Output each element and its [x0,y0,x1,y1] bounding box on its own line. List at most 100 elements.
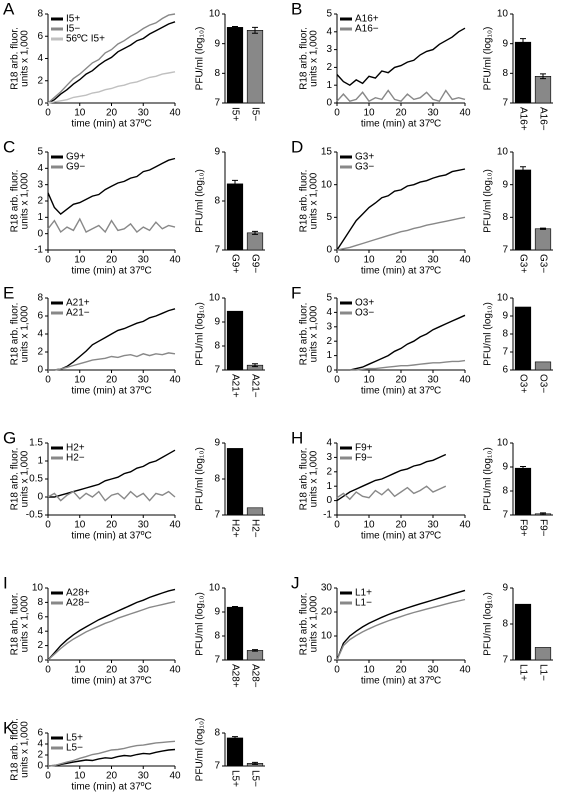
y-tick-label: 2 [37,347,43,358]
legend-label: O3− [355,308,374,319]
y-tick-label: 3 [326,452,332,463]
x-tick-label: 0 [334,665,340,676]
y-tick-label: 10 [209,293,221,304]
y-tick-label: 9 [214,438,220,449]
y-tick-label: 0 [37,492,43,503]
y-tick-label: 8 [37,9,43,20]
y-tick-label: 0 [326,245,332,256]
x-axis-label: time (min) at 37ºC [71,531,151,542]
y-tick-label: 10 [209,583,221,594]
panel-letter: F [291,283,301,302]
y-tick-label: 8 [214,68,220,79]
panel-letter: G [3,428,16,447]
y-tick-label: 10 [497,438,509,449]
y-tick-label: 2 [37,196,43,207]
y-tick-label: 6 [37,728,43,739]
error-bar [540,512,546,516]
data-line [47,748,176,767]
y-tick-label: 9 [502,179,508,190]
y-tick-label: 9 [502,583,508,594]
error-bar [520,466,526,471]
data-line [47,13,176,104]
y-tick-label: 2 [37,640,43,651]
y-tick-label: 0 [326,495,332,506]
x-tick-label: 30 [427,375,439,386]
y-axis-label: PFU/ml (log₁₀) [483,302,494,366]
y-tick-label: 1 [37,212,43,223]
y-tick-label: 9 [214,147,220,158]
bar [534,647,552,661]
y-tick-label: 7 [214,761,220,772]
y-tick-label: 6 [37,611,43,622]
y-tick-label: 8 [502,212,508,223]
x-tick-label: A21− [249,374,260,398]
x-tick-label: H2+ [229,519,240,538]
y-tick-label: 9 [502,462,508,473]
bar [514,467,532,516]
x-tick-label: 40 [169,520,181,531]
y-tick-label: 7 [214,365,220,376]
bar [534,361,552,371]
x-tick-label: 20 [106,771,118,782]
x-axis-label: time (min) at 37ºC [71,266,151,277]
x-tick-label: 0 [334,520,340,531]
y-tick-label: -0.5 [26,510,44,521]
x-tick-label: 40 [169,108,181,119]
bar [514,603,532,661]
y-axis-label: units x 1,000 [20,305,31,362]
x-tick-label: 30 [138,771,150,782]
y-tick-label: 4 [326,307,332,318]
legend-label: A28+ [66,588,90,599]
y-tick-label: 4 [326,26,332,37]
y-tick-label: -1 [323,510,332,521]
y-tick-label: 10 [321,631,333,642]
x-tick-label: A16+ [517,107,528,131]
legend-label: H2+ [66,443,85,454]
error-bar [540,73,546,80]
x-tick-label: 10 [74,375,86,386]
x-tick-label: 10 [363,520,375,531]
x-axis-label: time (min) at 37ºC [71,676,151,687]
x-tick-label: 40 [169,375,181,386]
error-bar [232,736,238,740]
error-bar [252,761,258,765]
y-axis-label: units x 1,000 [20,595,31,652]
x-tick-label: 10 [74,108,86,119]
legend-label: L1+ [355,588,372,599]
legend-label: L1− [355,598,372,609]
bar [226,27,244,104]
legend-label: F9− [355,453,373,464]
y-tick-label: 8 [214,728,220,739]
y-tick-label: 2 [326,466,332,477]
x-tick-label: 0 [45,771,51,782]
y-tick-label: 4 [37,163,43,174]
x-tick-label: F9− [537,519,548,537]
y-tick-label: 7 [502,245,508,256]
x-tick-label: F9+ [517,519,528,537]
data-line [48,352,176,371]
x-axis-label: time (min) at 37ºC [71,119,151,130]
y-axis-label: units x 1,000 [309,595,320,652]
x-axis-label: time (min) at 37ºC [71,386,151,397]
x-tick-label: I5− [249,107,260,121]
x-tick-label: 0 [334,108,340,119]
bar [246,232,264,251]
y-tick-label: 7 [214,245,220,256]
panel-letter: B [291,0,302,18]
legend-label: A21+ [66,298,90,309]
y-tick-label: 6 [502,365,508,376]
x-tick-label: G9+ [229,254,240,273]
y-axis-label: PFU/ml (log₁₀) [483,592,494,656]
y-tick-label: 5 [326,212,332,223]
y-tick-label: 6 [37,31,43,42]
y-tick-label: 10 [497,9,509,20]
y-axis-label: R18 arb. fluor. [299,27,310,90]
error-bar [540,227,546,230]
x-tick-label: 30 [138,375,150,386]
x-tick-label: 20 [395,255,407,266]
panel-letter: C [3,137,15,156]
y-tick-label: 3 [37,179,43,190]
x-tick-label: 0 [334,255,340,266]
x-tick-label: 30 [427,665,439,676]
x-tick-label: 10 [363,375,375,386]
